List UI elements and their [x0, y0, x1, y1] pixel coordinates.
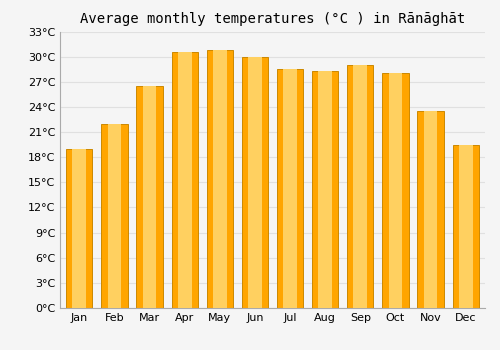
- Bar: [66, 149, 92, 308]
- Bar: [248, 57, 262, 308]
- Bar: [136, 86, 162, 308]
- Bar: [72, 149, 86, 308]
- Bar: [178, 52, 192, 308]
- Bar: [102, 124, 128, 308]
- Bar: [354, 65, 367, 308]
- Bar: [388, 74, 402, 308]
- Bar: [459, 145, 472, 308]
- Bar: [312, 71, 338, 308]
- Bar: [382, 74, 408, 308]
- Title: Average monthly temperatures (°C ) in Rānāghāt: Average monthly temperatures (°C ) in Rā…: [80, 12, 465, 26]
- Bar: [277, 69, 303, 308]
- Bar: [283, 69, 297, 308]
- Bar: [213, 50, 226, 308]
- Bar: [452, 145, 479, 308]
- Bar: [347, 65, 374, 308]
- Bar: [418, 111, 444, 308]
- Bar: [172, 52, 198, 308]
- Bar: [206, 50, 233, 308]
- Bar: [424, 111, 438, 308]
- Bar: [142, 86, 156, 308]
- Bar: [108, 124, 122, 308]
- Bar: [242, 57, 268, 308]
- Bar: [318, 71, 332, 308]
